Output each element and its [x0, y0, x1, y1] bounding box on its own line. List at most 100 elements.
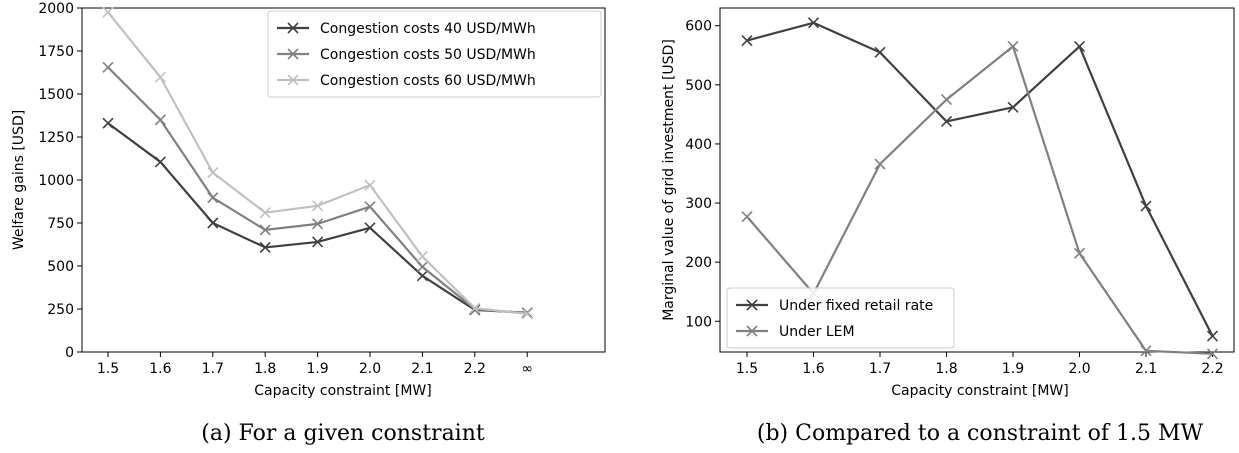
panel-b-series-line-2 [746, 45, 1213, 355]
panel-a-series-1-point [416, 270, 428, 282]
panel-a-legend-item: Congestion costs 40 USD/MWh [277, 21, 536, 37]
panel-a-y-tick-label: 0 [65, 345, 74, 361]
panel-a-series-2-point [207, 192, 219, 204]
panel-a-x-tick-label: ∞ [521, 361, 533, 377]
panel-a-legend-item: Congestion costs 60 USD/MWh [277, 73, 536, 89]
panel-a-y-tick-label: 2000 [38, 1, 74, 17]
panel-b-y-axis: 100 200 300 400 500 600 [685, 19, 720, 330]
panel-b-series-1-point [1007, 101, 1019, 113]
panel-a-x-axis: 1.5 1.6 1.7 1.8 1.9 2.0 2.1 2.2 ∞ [97, 352, 533, 377]
panel-a-series-3-point [312, 200, 324, 212]
panel-b-y-tick-label: 400 [685, 137, 712, 153]
panel-b-series-2-point [741, 211, 753, 223]
panel-a-series-3-point [154, 71, 166, 83]
panel-a-y-tick-label: 1000 [38, 173, 74, 189]
panel-a-series-3-point [521, 308, 533, 320]
panel-a-series-2-point [312, 218, 324, 230]
panel-b-legend-item: Under LEM [736, 324, 855, 340]
panel-b-series-1-point [940, 115, 953, 128]
panel-a-x-tick-label: 2.0 [359, 361, 381, 377]
panel-a-series-1-point [102, 117, 114, 129]
panel-b-x-axis: 1.5 1.6 1.7 1.8 1.9 2.0 2.1 2.2 [736, 352, 1224, 377]
panel-a-legend-label: Congestion costs 60 USD/MWh [320, 73, 536, 89]
panel-b-x-axis-label: Capacity constraint [MW] [891, 383, 1068, 399]
panel-b-series-2-point [874, 158, 886, 170]
panel-a-x-tick-label: 1.5 [97, 361, 119, 377]
panel-a-legend-marker [287, 74, 299, 86]
panel-a-series-1-point [259, 241, 271, 253]
panel-a-series-1-point [207, 217, 219, 229]
panel-b-x-tick-label: 1.8 [935, 361, 957, 377]
panel-b-x-tick-label: 1.5 [736, 361, 758, 377]
panel-a-y-tick-label: 1750 [38, 44, 74, 60]
panel-b-x-tick-label: 1.6 [802, 361, 824, 377]
panel-a-series-1-point [154, 156, 166, 168]
panel-a-y-axis-label: Welfare gains [USD] [11, 110, 27, 250]
panel-b-y-axis-label: Marginal value of grid investment [USD] [661, 39, 677, 321]
panel-a-y-axis: 0 250 500 750 1000 1250 1500 1750 2000 [38, 1, 82, 361]
panel-b-x-tick-label: 2.0 [1068, 361, 1090, 377]
panel-a-legend-marker [287, 48, 299, 60]
panel-a-y-tick-label: 1250 [38, 130, 74, 146]
panel-b-series-2-point [1007, 40, 1019, 52]
panel-b-series-1-point [1206, 330, 1219, 342]
panel-a-series-2-point [259, 224, 271, 236]
panel-a-legend-item: Congestion costs 50 USD/MWh [277, 47, 536, 63]
panel-a-series-2-point [416, 261, 428, 273]
panel-a-series-1-point [364, 222, 376, 234]
panel-a-legend-label: Congestion costs 40 USD/MWh [320, 21, 536, 37]
panel-a-series-3-point [207, 167, 219, 179]
panel-b-series-1-point [741, 34, 753, 47]
panel-b-y-tick-label: 200 [685, 255, 712, 271]
panel-a-x-tick-label: 2.1 [411, 361, 433, 377]
panel-b-legend-item: Under fixed retail rate [736, 298, 933, 314]
panel-b-y-tick-label: 300 [685, 196, 712, 212]
panel-b-y-tick-label: 500 [685, 78, 712, 94]
panel-b-x-tick-label: 2.2 [1201, 361, 1223, 377]
panel-a-series-line-2 [107, 66, 528, 315]
panel-b-series-1-point [1073, 40, 1086, 52]
panel-b-series-2-point [1206, 348, 1219, 360]
panel-a-legend: Congestion costs 40 USD/MWh Congestion co… [267, 10, 602, 98]
panel-a-series-2-point [154, 114, 166, 126]
panel-a-caption: (a) For a given constraint [201, 421, 485, 446]
panel-b-series-2-point [1140, 345, 1152, 357]
panel-a-series-line-1 [107, 122, 528, 314]
panel-b-plot-frame [719, 7, 1235, 353]
panel-a-series-2-point [364, 201, 376, 213]
panel-b-legend-marker [746, 325, 758, 337]
panel-a-legend-marker [287, 22, 299, 34]
panel-b-series-1-point [874, 46, 886, 58]
panel-a-x-tick-label: 1.6 [149, 361, 171, 377]
panel-a-series-2-point [102, 61, 114, 73]
panel-a-chart: 0 250 500 750 1000 1250 1500 1750 2000 1.5 1.6 1.7… [11, 1, 606, 446]
panel-b-legend-label: Under LEM [779, 324, 855, 340]
panel-a-x-axis-label: Capacity constraint [MW] [254, 383, 431, 399]
panel-b-legend-box [726, 287, 955, 349]
panel-b-y-tick-label: 100 [685, 314, 712, 330]
panel-a-y-tick-label: 750 [47, 216, 74, 232]
panel-a-series-3-point [416, 250, 428, 263]
panel-b-x-tick-label: 1.7 [869, 361, 891, 377]
panel-b-series-2-point [1073, 247, 1086, 259]
panel-a-y-tick-label: 1500 [38, 87, 74, 103]
panel-a-series-3-point [364, 179, 376, 191]
panel-b-legend-label: Under fixed retail rate [779, 298, 933, 314]
panel-b-x-tick-label: 2.1 [1135, 361, 1157, 377]
panel-a-legend-box [267, 10, 602, 98]
panel-a-x-tick-label: 1.9 [306, 361, 328, 377]
panel-b-chart: 100 200 300 400 500 600 1.5 1.6 1.7 1.8 1.9 2.0 2.1… [661, 7, 1235, 446]
panel-b-series-2-point [940, 94, 953, 106]
panel-a-x-tick-label: 1.8 [254, 361, 276, 377]
panel-a-series [102, 6, 533, 320]
panel-b-series-line-1 [746, 21, 1214, 337]
panel-a-legend-label: Congestion costs 50 USD/MWh [320, 47, 536, 63]
panel-b-legend: Under fixed retail rate Under LEM [726, 287, 955, 349]
panel-a-y-tick-label: 500 [47, 259, 74, 275]
panel-b-legend-marker [746, 299, 758, 311]
panel-b-caption: (b) Compared to a constraint of 1.5 MW [757, 421, 1204, 446]
panel-a-x-tick-label: 1.7 [202, 361, 224, 377]
panel-a-y-tick-label: 250 [47, 302, 74, 318]
panel-b-series-1-point [807, 17, 820, 29]
